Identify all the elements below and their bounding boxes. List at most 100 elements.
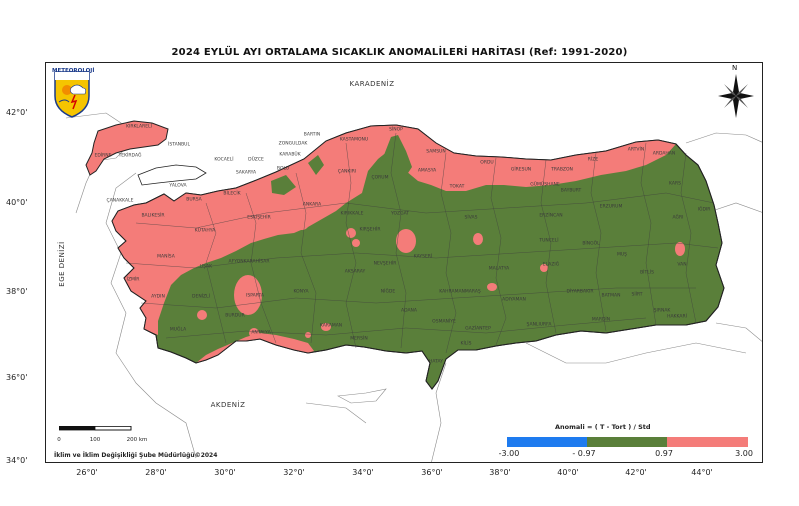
province-label: İSTANBUL [168,142,190,148]
province-label: UŞAK [199,264,213,270]
meteoroloji-logo [54,71,90,118]
sea-label-black-sea: KARADENİZ [349,80,395,88]
province-label: BİNGÖL [582,241,600,247]
lon-label-36: 36°0' [421,468,443,477]
legend-class-positive [667,437,748,447]
province-label: HATAY [429,359,443,365]
province-label: MANİSA [157,254,175,260]
province-label: ARTVİN [627,147,645,153]
lon-label-32: 32°0' [283,468,305,477]
lon-label-44: 44°0' [691,468,713,477]
lon-label-40: 40°0' [557,468,579,477]
province-label: GÜMÜŞHANE [530,182,560,188]
province-label: NEVŞEHİR [373,261,397,267]
lat-label-38: 38°0' [6,287,28,296]
marmara-sea [137,164,207,186]
province-label: SİNOP [389,127,403,133]
province-label: KAHRAMANMARAŞ [439,289,481,295]
province-label: GAZİANTEP [465,326,491,332]
province-label: TRABZON [551,167,573,173]
province-label: ESKİŞEHİR [247,215,271,221]
province-label: MUŞ [616,252,628,258]
bolu-normal-patch [271,175,296,195]
province-label: OSMANİYE [432,319,456,325]
province-label: ANKARA [302,202,322,208]
inland-positive-blobs [197,212,685,338]
province-label: IĞDIR [697,207,711,213]
province-label: AFYONKARAHİSAR [228,259,270,265]
province-label: ELAZIĞ [542,262,560,268]
province-label: KASTAMONU [339,137,369,143]
province-label: BİLECİK [223,191,241,197]
north-label: N [732,64,738,72]
province-label: KIRIKKALE [340,211,364,217]
legend-tick: 3.00 [735,449,753,458]
province-label: BALIKESİR [141,213,165,219]
lon-label-26: 26°0' [76,468,98,477]
lat-label-34: 34°0' [6,456,28,465]
province-label: SAMSUN [426,149,446,155]
province-label: KOCAELİ [214,157,234,163]
province-label: VAN [677,262,687,268]
lat-label-36: 36°0' [6,373,28,382]
province-label: ŞIRNAK [653,308,671,314]
province-label: ZONGULDAK [278,141,308,147]
province-label: BURDUR [225,313,245,319]
province-label: AĞRI [672,215,684,221]
thrace-positive-area [85,120,169,176]
province-label: ARDAHAN [652,151,676,157]
province-borders [125,132,719,354]
province-label: TOKAT [449,184,465,190]
province-label: KÜTAHYA [194,228,216,234]
province-label: KARAMAN [319,323,343,329]
kastamonu-normal-patch [376,135,412,183]
province-label: ÇANAKKALE [106,198,134,204]
province-label: BAYBURT [560,188,582,194]
legend-tick: -3.00 [498,449,520,458]
zonguldak-normal-patch [308,155,324,175]
province-label: AYDIN [151,294,165,300]
scale-bar [59,426,132,431]
province-label: MERSİN [350,336,368,342]
map-frame [45,62,763,463]
province-label: BURSA [186,197,202,203]
legend-title: Anomali = ( T - Tort ) / Std [555,423,651,431]
province-label: DENİZLİ [192,294,210,300]
south-coast-positive-area [196,333,314,363]
logo-text: METEOROLOJİ [52,68,95,74]
province-label: BİTLİS [640,270,654,276]
lat-label-40: 40°0' [6,198,28,207]
province-label: NİĞDE [380,289,396,295]
province-label: SİVAS [464,215,478,221]
province-label: BARTIN [303,132,321,138]
province-label: RİZE [587,157,599,163]
lon-label-28: 28°0' [145,468,167,477]
province-label: BOLU [276,166,290,172]
province-label: KARS [669,181,681,187]
north-coast-positive-area [112,125,676,335]
province-label: DİYARBAKIR [566,289,594,295]
province-label: ÇANKIRI [337,169,357,175]
turkey-anomaly-map [65,112,762,462]
province-label: ERZİNCAN [539,213,563,219]
province-label: TUNCELİ [539,238,559,244]
province-label: KİLİS [460,341,472,347]
province-label: ÇORUM [371,175,389,181]
province-label: ORDU [480,160,494,166]
province-label: KIRKLARELİ [126,124,152,130]
lat-label-42: 42°0' [6,108,28,117]
turkey-outline [111,124,725,390]
province-label: TEKİRDAĞ [118,153,142,159]
legend-tick: 0.97 [655,449,673,458]
province-label: YALOVA [169,183,187,189]
legend-color-bar [507,437,748,447]
legend-class-normal [587,437,667,447]
province-label: AKSARAY [344,269,366,275]
lon-label-34: 34°0' [352,468,374,477]
province-label: DÜZCE [248,157,264,163]
province-label: MARDİN [591,317,611,323]
province-label: ADANA [401,308,417,314]
scale-label-100: 100 [89,437,101,443]
province-label: SİİRT [631,292,643,298]
province-label: HAKKARİ [667,314,687,320]
